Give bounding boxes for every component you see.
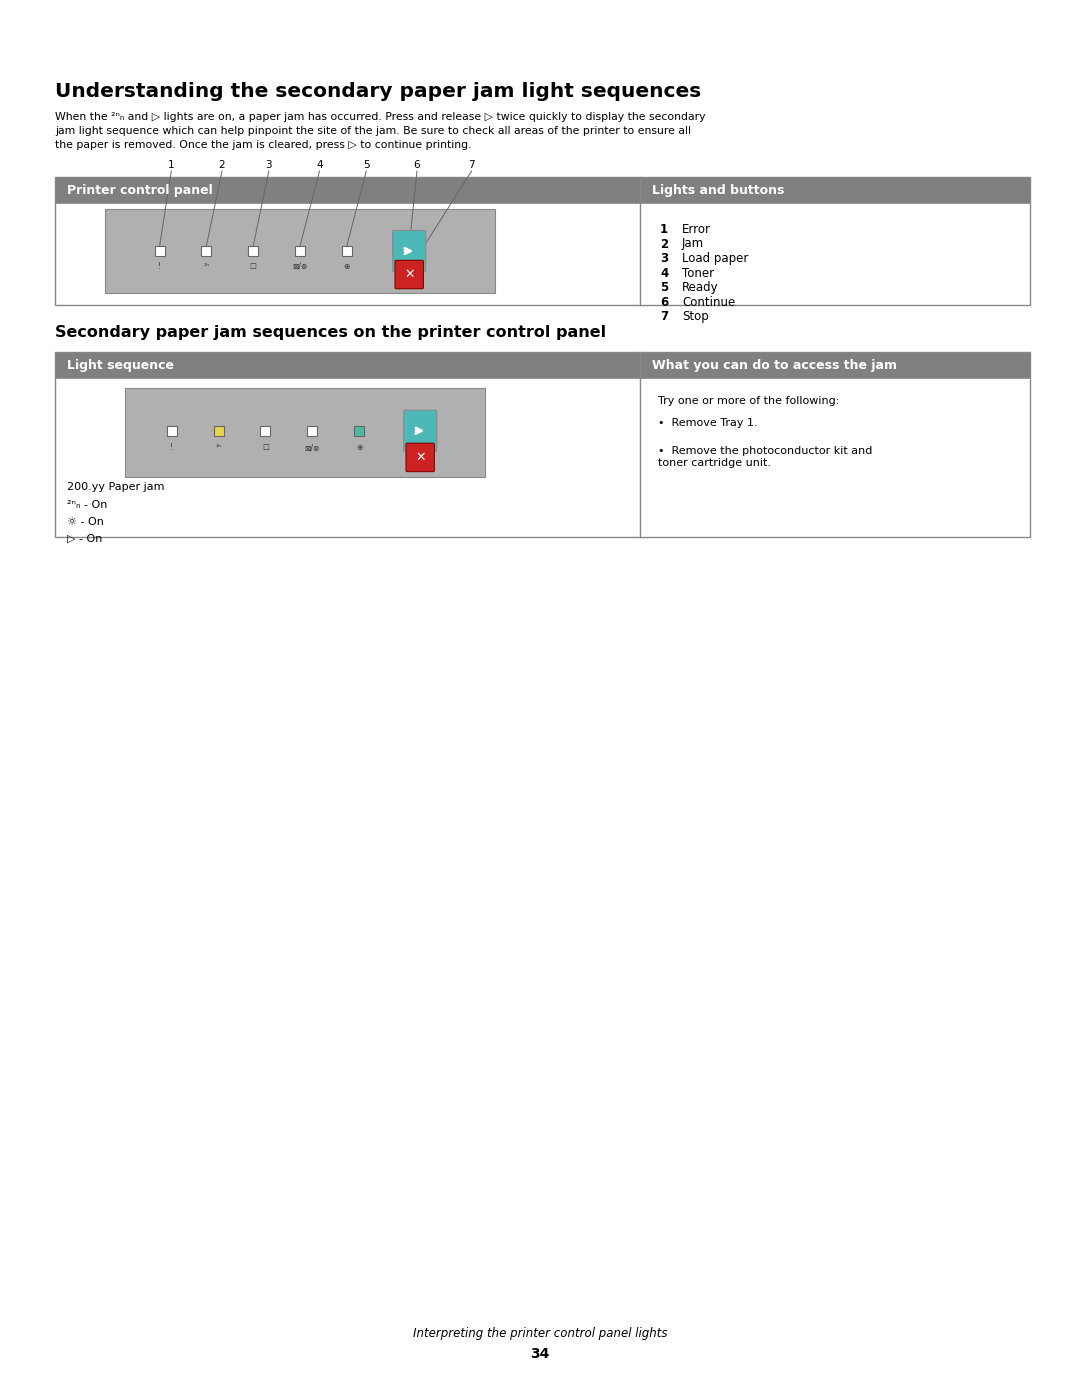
FancyBboxPatch shape — [395, 260, 423, 289]
Text: ⊕: ⊕ — [355, 443, 362, 453]
Text: Interpreting the printer control panel lights: Interpreting the printer control panel l… — [413, 1327, 667, 1341]
Bar — [341, 246, 352, 256]
Text: 7: 7 — [469, 161, 475, 170]
Bar — [125, 388, 485, 476]
Text: When the ²ⁿₙ and ▷ lights are on, a paper jam has occurred. Press and release ▷ : When the ²ⁿₙ and ▷ lights are on, a pape… — [55, 112, 705, 149]
Text: 6: 6 — [660, 296, 669, 309]
Text: 34: 34 — [530, 1347, 550, 1361]
Bar — [55, 177, 1030, 305]
Bar — [214, 426, 224, 436]
Text: ✕: ✕ — [415, 451, 426, 464]
Text: •  Remove the photoconductor kit and
toner cartridge unit.: • Remove the photoconductor kit and tone… — [658, 446, 873, 468]
Text: ▷ - On: ▷ - On — [67, 534, 103, 543]
Text: 6: 6 — [414, 161, 420, 170]
Text: ☐: ☐ — [262, 443, 269, 453]
Text: Lights and buttons: Lights and buttons — [652, 183, 784, 197]
Text: 5: 5 — [363, 161, 369, 170]
Text: !: ! — [158, 261, 161, 271]
Text: •  Remove Tray 1.: • Remove Tray 1. — [658, 418, 758, 427]
Text: Understanding the secondary paper jam light sequences: Understanding the secondary paper jam li… — [55, 82, 701, 101]
Text: ☐: ☐ — [249, 261, 257, 271]
Text: 2: 2 — [660, 237, 669, 250]
Text: Load paper: Load paper — [681, 251, 748, 265]
Text: Printer control panel: Printer control panel — [67, 183, 213, 197]
Bar — [307, 426, 318, 436]
Bar — [55, 352, 1030, 379]
Bar — [248, 246, 258, 256]
FancyBboxPatch shape — [404, 411, 436, 451]
Text: ✕: ✕ — [404, 268, 415, 281]
Bar — [354, 426, 364, 436]
Text: Error: Error — [681, 224, 711, 236]
Bar — [166, 426, 177, 436]
Text: What you can do to access the jam: What you can do to access the jam — [652, 359, 897, 372]
Text: Jam: Jam — [681, 237, 704, 250]
Text: Light sequence: Light sequence — [67, 359, 174, 372]
Text: ⊠/⊗: ⊠/⊗ — [305, 443, 320, 453]
Bar — [55, 352, 1030, 536]
Text: !: ! — [171, 443, 173, 453]
Bar — [105, 210, 495, 293]
Text: ²ⁿ: ²ⁿ — [203, 261, 210, 271]
Text: Ready: Ready — [681, 281, 718, 293]
Text: 3: 3 — [266, 161, 272, 170]
FancyBboxPatch shape — [406, 443, 434, 472]
Bar — [201, 246, 212, 256]
Text: Toner: Toner — [681, 267, 714, 279]
Text: 1: 1 — [168, 161, 175, 170]
Text: 200.yy Paper jam: 200.yy Paper jam — [67, 482, 164, 492]
Text: ⊠/⊗: ⊠/⊗ — [293, 261, 308, 271]
Text: 1: 1 — [660, 224, 669, 236]
Bar — [260, 426, 270, 436]
FancyBboxPatch shape — [393, 231, 426, 271]
Text: 7: 7 — [660, 310, 669, 323]
Text: ⊕: ⊕ — [343, 261, 350, 271]
Text: ²ⁿₙ - On: ²ⁿₙ - On — [67, 500, 107, 510]
Text: 2: 2 — [218, 161, 226, 170]
Text: Secondary paper jam sequences on the printer control panel: Secondary paper jam sequences on the pri… — [55, 326, 606, 339]
Text: 3: 3 — [660, 251, 669, 265]
Text: ²ⁿ: ²ⁿ — [216, 443, 221, 453]
Text: 5: 5 — [660, 281, 669, 293]
Bar — [55, 177, 1030, 203]
Text: 4: 4 — [660, 267, 669, 279]
Text: Stop: Stop — [681, 310, 708, 323]
Bar — [154, 246, 164, 256]
Text: Continue: Continue — [681, 296, 735, 309]
Bar — [295, 246, 305, 256]
Text: Try one or more of the following:: Try one or more of the following: — [658, 395, 839, 407]
Text: ☼ - On: ☼ - On — [67, 517, 104, 527]
Text: 4: 4 — [316, 161, 323, 170]
